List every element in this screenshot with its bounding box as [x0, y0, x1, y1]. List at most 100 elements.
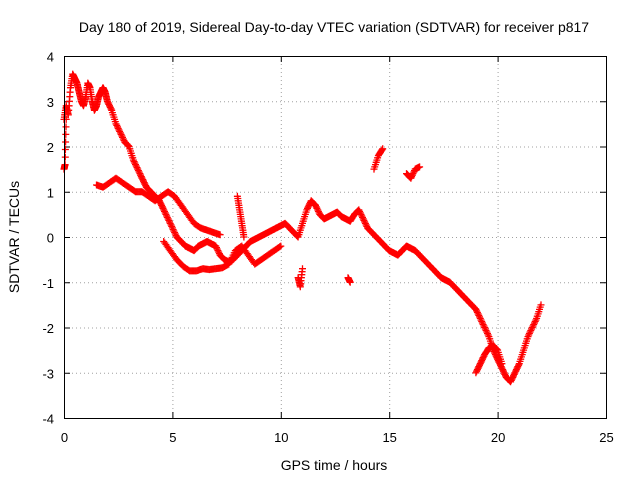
- data-point: [116, 129, 124, 137]
- data-point: [358, 212, 366, 220]
- data-point: [170, 227, 178, 235]
- data-point: [214, 247, 222, 255]
- data-point: [160, 206, 168, 214]
- data-point: [509, 373, 517, 381]
- data-point: [314, 206, 322, 214]
- data-point: [510, 372, 517, 380]
- data-point: [119, 133, 126, 141]
- data-point: [528, 324, 536, 331]
- data-point: [136, 170, 144, 178]
- data-point: [163, 213, 171, 221]
- x-tick-label: 25: [599, 430, 613, 445]
- grid-lines: [64, 56, 606, 418]
- data-point: [359, 215, 367, 223]
- x-axis-label: GPS time / hours: [281, 457, 388, 473]
- x-tick-label: 5: [169, 430, 176, 445]
- data-point: [117, 130, 125, 138]
- data-point: [474, 364, 482, 372]
- data-point: [129, 156, 137, 164]
- data-point: [525, 330, 533, 337]
- data-point: [409, 170, 417, 178]
- data-point: [118, 132, 126, 140]
- data-point: [512, 366, 520, 374]
- data-point: [105, 100, 113, 108]
- data-point: [313, 204, 321, 212]
- data-point: [526, 328, 534, 336]
- data-point: [473, 308, 481, 316]
- data-point: [361, 219, 369, 227]
- data-point: [479, 354, 487, 362]
- data-point: [499, 367, 507, 375]
- data-point: [124, 142, 132, 150]
- data-point: [525, 331, 533, 339]
- data-point: [134, 167, 142, 175]
- data-point: [140, 179, 148, 187]
- data-point: [408, 173, 416, 181]
- data-point: [475, 311, 483, 319]
- data-point: [305, 201, 313, 209]
- data-point: [531, 318, 539, 325]
- data-point: [131, 159, 139, 167]
- data-point: [104, 99, 112, 107]
- data-point: [276, 243, 284, 251]
- data-point: [501, 370, 509, 378]
- data-point: [216, 231, 224, 239]
- data-point: [474, 310, 482, 318]
- data-point: [346, 278, 354, 286]
- data-point: [299, 265, 306, 273]
- data-point: [524, 333, 532, 341]
- data-point: [513, 364, 521, 372]
- data-point: [304, 204, 311, 212]
- data-point: [61, 161, 69, 169]
- data-point: [478, 318, 486, 325]
- data-point: [240, 233, 248, 241]
- data-point: [132, 162, 140, 170]
- data-point: [62, 123, 70, 131]
- data-point: [478, 357, 486, 365]
- data-point: [212, 242, 220, 250]
- data-point: [492, 345, 500, 353]
- data-point: [107, 105, 115, 113]
- data-point: [407, 174, 415, 182]
- data-point: [135, 168, 143, 176]
- data-point: [497, 361, 504, 369]
- data-point: [137, 173, 145, 181]
- data-point: [508, 375, 516, 383]
- data-point: [171, 229, 179, 236]
- data-point: [478, 319, 486, 327]
- data-point: [157, 200, 165, 208]
- data-point: [499, 366, 507, 374]
- data-point: [213, 244, 220, 252]
- data-point: [475, 363, 483, 371]
- data-point: [114, 123, 121, 131]
- data-point: [171, 230, 179, 238]
- data-point: [360, 216, 368, 224]
- data-point: [314, 207, 322, 215]
- data-point: [162, 210, 170, 218]
- data-point: [484, 331, 492, 339]
- data-point: [500, 369, 508, 377]
- data-point: [161, 209, 169, 217]
- y-tick-label: 3: [47, 95, 54, 110]
- data-point: [356, 207, 364, 215]
- x-tick-label: 20: [491, 430, 505, 445]
- data-point: [130, 158, 138, 166]
- data-point: [124, 141, 132, 149]
- plot-frame: [64, 56, 607, 419]
- data-point: [112, 120, 120, 128]
- data-point: [293, 232, 301, 240]
- data-point: [167, 221, 175, 229]
- data-point: [141, 180, 149, 188]
- data-point: [357, 210, 365, 218]
- data-point: [507, 376, 515, 384]
- data-point: [529, 322, 537, 330]
- data-point: [510, 370, 518, 378]
- y-tick-label: 2: [47, 140, 54, 155]
- y-axis-label: SDTVAR / TECUs: [6, 181, 22, 293]
- data-point: [512, 367, 520, 375]
- data-point: [137, 171, 145, 179]
- data-point: [62, 130, 70, 138]
- data-point: [473, 366, 481, 374]
- data-point: [116, 127, 124, 135]
